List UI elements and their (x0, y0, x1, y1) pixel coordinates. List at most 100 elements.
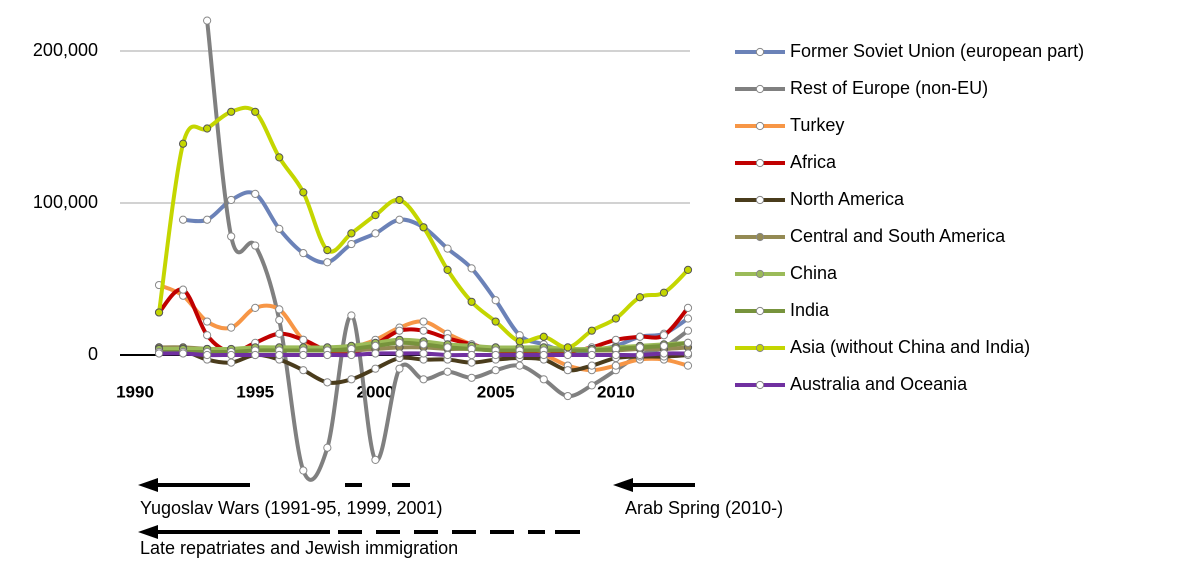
legend-label: Australia and Oceania (790, 374, 968, 394)
legend-marker (755, 232, 765, 242)
point-marker (467, 350, 476, 360)
series (178, 189, 693, 357)
point-marker (203, 215, 212, 224)
point-marker (467, 264, 476, 273)
point-marker (659, 288, 669, 297)
point-marker (395, 349, 404, 358)
arrow-heads (138, 478, 633, 539)
point-marker (395, 326, 404, 335)
point-marker (563, 366, 572, 375)
point-marker (299, 249, 308, 258)
point-marker (539, 375, 548, 384)
point-marker (587, 361, 596, 370)
point-marker (635, 343, 645, 352)
point-marker (659, 341, 669, 350)
point-marker (178, 139, 188, 148)
point-marker (323, 378, 332, 387)
annotation: Late repatriates and Jewish immigration (140, 538, 458, 558)
point-marker (203, 317, 212, 326)
point-marker (299, 188, 308, 197)
point-marker (203, 124, 212, 133)
point-marker (515, 350, 524, 360)
point-marker (611, 335, 620, 344)
point-marker (347, 229, 356, 238)
point-marker (491, 366, 500, 375)
point-marker (443, 350, 452, 360)
point-marker (371, 211, 380, 220)
point-marker (347, 311, 356, 320)
point-marker (371, 341, 380, 350)
point-marker (419, 317, 428, 326)
point-marker (683, 326, 693, 335)
legend-label: Former Soviet Union (european part) (790, 41, 1084, 61)
point-marker (419, 326, 428, 335)
annotation-arrows (155, 483, 695, 534)
point-marker (371, 455, 380, 464)
legend-marker (755, 269, 765, 279)
point-marker (563, 350, 572, 360)
point-marker (467, 297, 476, 306)
point-marker (371, 229, 380, 238)
point-marker (299, 366, 308, 375)
point-marker (299, 466, 308, 475)
point-marker (178, 215, 188, 224)
point-marker (251, 303, 260, 312)
annotation: Arab Spring (2010-) (625, 498, 783, 518)
point-marker (323, 258, 332, 267)
point-marker (419, 375, 428, 384)
point-marker (154, 349, 164, 358)
point-marker (683, 303, 693, 312)
point-marker (587, 326, 596, 335)
point-marker (299, 350, 308, 360)
point-marker (539, 350, 548, 360)
point-marker (491, 350, 500, 360)
legend-marker (755, 84, 765, 94)
x-tick-label: 1995 (236, 382, 274, 401)
point-marker (178, 349, 188, 358)
legend-marker (755, 158, 765, 168)
point-marker (419, 340, 428, 349)
point-marker (275, 153, 284, 162)
legend-label: Africa (790, 152, 837, 172)
x-tick-label: 1990 (116, 382, 154, 401)
point-marker (419, 349, 428, 358)
point-marker (467, 358, 476, 367)
point-marker (683, 265, 693, 274)
point-marker (275, 350, 284, 360)
point-marker (178, 285, 188, 294)
y-tick-label: 0 (88, 344, 98, 364)
point-marker (371, 364, 380, 373)
point-marker (347, 239, 356, 249)
point-marker (635, 293, 645, 302)
point-marker (275, 315, 284, 325)
legend-label: India (790, 300, 830, 320)
point-marker (611, 314, 620, 323)
annotation: Yugoslav Wars (1991-95, 1999, 2001) (140, 498, 443, 518)
point-marker (203, 331, 212, 340)
point-marker (419, 223, 428, 232)
point-marker (611, 350, 620, 360)
point-marker (443, 367, 452, 376)
point-marker (227, 195, 236, 205)
point-marker (227, 358, 236, 367)
point-marker (683, 361, 693, 370)
point-marker (491, 296, 500, 305)
point-marker (251, 350, 260, 360)
point-marker (275, 224, 284, 233)
legend-label: Asia (without China and India) (790, 337, 1030, 357)
point-marker (395, 215, 404, 224)
point-marker (395, 195, 404, 205)
point-marker (347, 350, 356, 360)
point-marker (635, 332, 645, 341)
legend-label: Rest of Europe (non-EU) (790, 78, 988, 98)
series (154, 349, 693, 360)
point-marker (635, 350, 645, 360)
y-tick-label: 200,000 (33, 40, 98, 60)
point-marker (251, 241, 260, 250)
point-marker (587, 350, 596, 360)
point-marker (611, 361, 620, 370)
legend-marker (755, 47, 765, 57)
legend-label: North America (790, 189, 905, 209)
point-marker (251, 107, 260, 116)
